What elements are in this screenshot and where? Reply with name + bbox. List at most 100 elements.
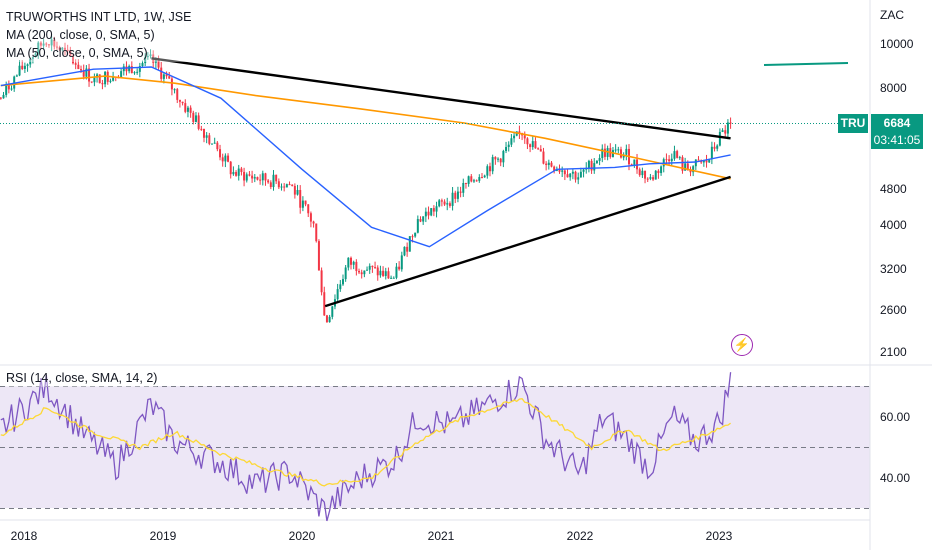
- candle-body: [459, 191, 462, 193]
- candle-body: [141, 63, 144, 67]
- candle-body: [395, 266, 398, 278]
- price-tick-label: 3200: [880, 262, 907, 276]
- lightning-bolt-icon[interactable]: ⚡: [731, 334, 753, 356]
- candle-body: [593, 163, 596, 171]
- candle-body: [245, 174, 248, 181]
- candle-body: [654, 170, 657, 180]
- candle-body: [0, 97, 2, 99]
- candle-body: [122, 66, 125, 72]
- candle-body: [192, 112, 195, 122]
- ma200-legend[interactable]: MA (200, close, 0, SMA, 5): [6, 28, 155, 42]
- candle-body: [358, 270, 361, 273]
- price-badge-value: 6684: [871, 114, 923, 133]
- candle-body: [566, 174, 569, 178]
- candle-body: [633, 159, 636, 166]
- candle-body: [382, 270, 385, 276]
- candle-body: [248, 174, 251, 176]
- candle-body: [475, 180, 478, 182]
- candle-body: [507, 144, 510, 148]
- candle-body: [579, 171, 582, 178]
- candle-body: [486, 166, 489, 176]
- currency-label: ZAC: [880, 8, 904, 22]
- candle-body: [133, 72, 136, 74]
- candle-body: [184, 103, 187, 112]
- candle-body: [721, 130, 724, 132]
- rsi-legend[interactable]: RSI (14, close, SMA, 14, 2): [6, 371, 158, 385]
- candle-body: [582, 169, 585, 172]
- candle-body: [483, 175, 486, 178]
- candle-body: [307, 204, 310, 214]
- candle-body: [518, 131, 521, 134]
- candle-body: [272, 174, 275, 188]
- candle-body: [10, 88, 13, 90]
- candle-body: [451, 192, 454, 206]
- candle-body: [211, 143, 214, 145]
- candle-body: [676, 151, 679, 158]
- time-tick-label: 2022: [567, 529, 594, 543]
- candle-body: [288, 184, 291, 186]
- candle-body: [320, 270, 323, 293]
- candle-body: [15, 75, 18, 77]
- candle-body: [267, 180, 270, 183]
- candle-body: [120, 71, 123, 78]
- candle-body: [323, 292, 326, 316]
- candle-body: [422, 216, 425, 222]
- candle-body: [355, 261, 358, 271]
- candle-body: [7, 85, 10, 90]
- candle-body: [406, 246, 409, 252]
- candle-body: [718, 131, 721, 146]
- candle-body: [411, 236, 414, 238]
- candle-body: [430, 208, 433, 216]
- candle-body: [72, 56, 75, 64]
- candle-body: [93, 77, 96, 83]
- price-tick-label: 2600: [880, 303, 907, 317]
- candle-body: [614, 149, 617, 151]
- candle-body: [368, 265, 371, 270]
- candle-body: [480, 177, 483, 179]
- candle-body: [603, 148, 606, 157]
- candle-body: [454, 192, 457, 199]
- candle-body: [489, 166, 492, 172]
- candle-body: [328, 316, 331, 323]
- candle-body: [194, 115, 197, 122]
- candle-body: [665, 159, 668, 161]
- candle-body: [470, 176, 473, 182]
- candle-body: [53, 39, 56, 47]
- chart-title: TRUWORTHS INT LTD, 1W, JSE: [6, 10, 192, 24]
- time-tick-label: 2020: [289, 529, 316, 543]
- candle-body: [2, 94, 5, 99]
- candle-body: [708, 159, 711, 163]
- candle-body: [47, 44, 50, 46]
- candle-body: [499, 158, 502, 163]
- candle-body: [26, 64, 29, 66]
- candle-body: [686, 163, 689, 170]
- candle-body: [77, 64, 80, 70]
- candle-body: [387, 271, 390, 279]
- candle-body: [574, 171, 577, 180]
- candle-body: [200, 128, 203, 130]
- candle-body: [446, 203, 449, 205]
- last-price-badge: TRU 6684 03:41:05: [838, 114, 924, 150]
- candle-body: [213, 142, 216, 144]
- ma50-legend[interactable]: MA (50, close, 0, SMA, 5): [6, 46, 148, 60]
- candle-body: [304, 200, 307, 205]
- candle-body: [513, 135, 516, 139]
- candle-body: [146, 56, 149, 58]
- candle-body: [569, 173, 572, 178]
- candle-body: [646, 178, 649, 180]
- candle-body: [29, 58, 32, 65]
- candle-body: [726, 122, 729, 134]
- candle-body: [558, 170, 561, 172]
- candle-body: [347, 257, 350, 268]
- candle-body: [371, 265, 374, 268]
- candle-body: [416, 219, 419, 233]
- candle-body: [128, 66, 131, 72]
- candle-body: [136, 71, 139, 73]
- candle-body: [224, 155, 227, 162]
- candle-body: [710, 146, 713, 160]
- candle-body: [350, 257, 353, 265]
- candle-body: [472, 180, 475, 182]
- candle-body: [497, 158, 500, 160]
- candle-body: [435, 206, 438, 212]
